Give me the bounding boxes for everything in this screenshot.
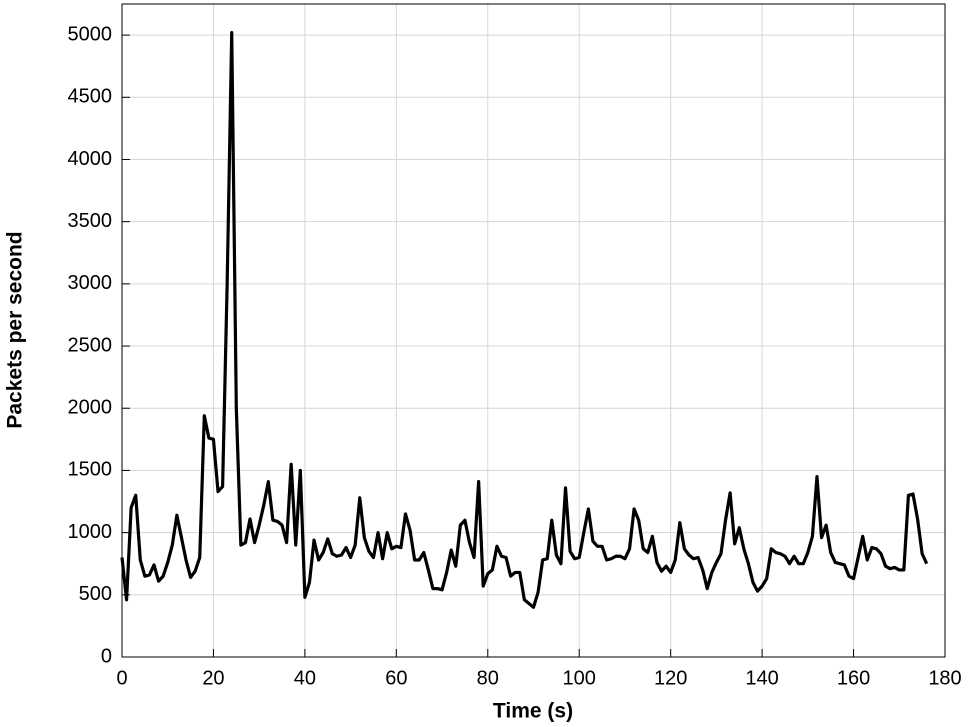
x-tick-label: 80 [477,667,499,689]
x-tick-label: 100 [563,667,596,689]
x-axis-label: Time (s) [493,700,573,723]
y-tick-label: 0 [101,645,112,667]
x-tick-label: 40 [294,667,316,689]
x-tick-label: 60 [385,667,407,689]
y-tick-label: 2500 [68,334,113,356]
y-tick-label: 5000 [68,23,113,45]
x-tick-label: 0 [116,667,127,689]
y-tick-label: 4500 [68,86,113,108]
y-tick-label: 1000 [68,521,113,543]
y-tick-label: 1500 [68,459,113,481]
x-tick-label: 160 [837,667,870,689]
x-tick-label: 140 [745,667,778,689]
x-tick-label: 180 [928,667,961,689]
data-line [120,31,929,609]
y-tick-label: 3000 [68,272,113,294]
x-tick-label: 20 [202,667,224,689]
y-tick-label: 2000 [68,397,113,419]
plot-frame [121,3,946,658]
y-tick-label: 3500 [68,210,113,232]
y-tick-label: 4000 [68,148,113,170]
y-tick-label: 500 [79,583,112,605]
y-axis-label: Packets per second [4,231,27,428]
x-tick-label: 120 [654,667,687,689]
